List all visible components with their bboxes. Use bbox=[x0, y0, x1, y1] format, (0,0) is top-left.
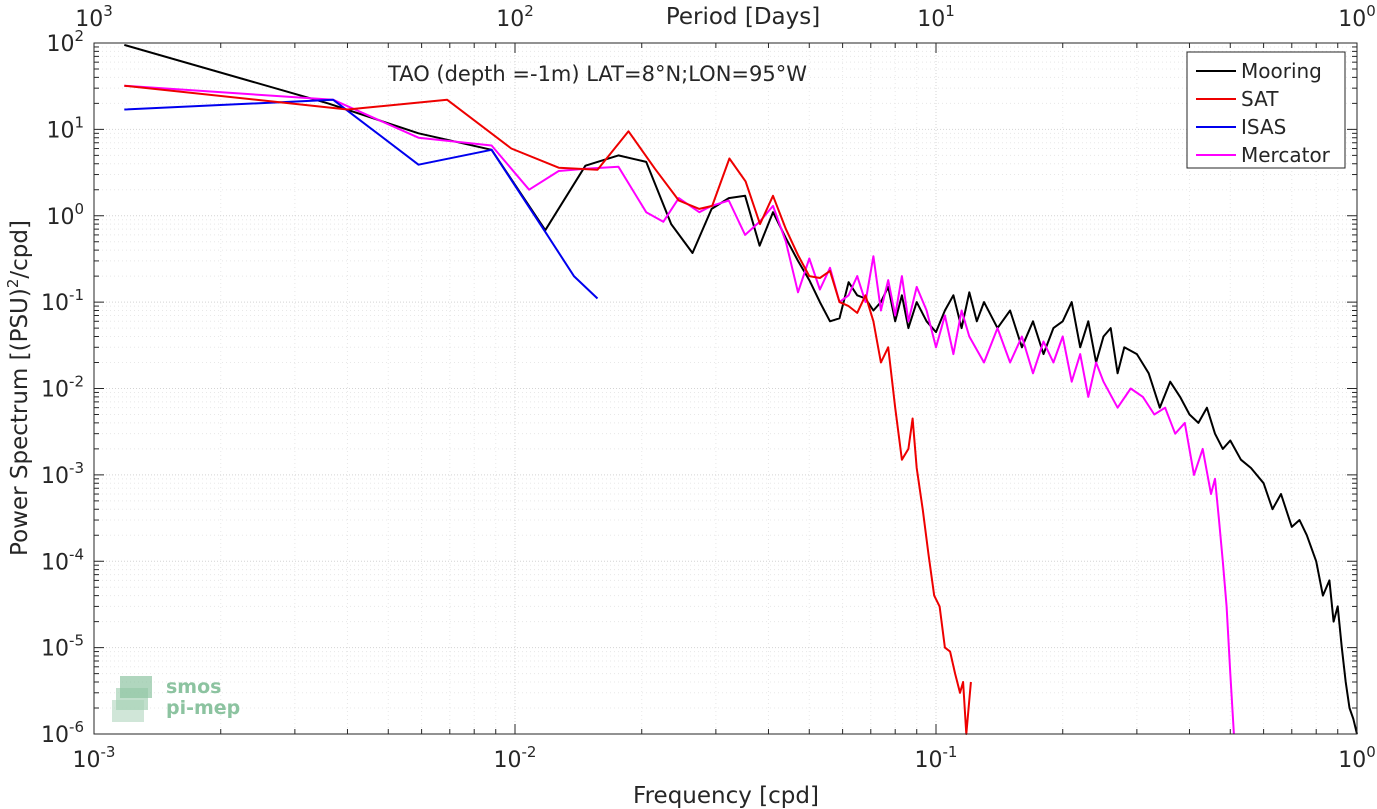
series-line-sat bbox=[124, 84, 972, 735]
x-tick-label: 10-3 bbox=[73, 743, 116, 773]
logo-text-smos: smos bbox=[166, 676, 221, 698]
legend-label-mooring: Mooring bbox=[1241, 59, 1322, 83]
period-tick-labels: 103 102 101 100 bbox=[75, 2, 1376, 32]
logo-text-pi-mep: pi-mep bbox=[166, 697, 240, 719]
x-tick-label: 10-2 bbox=[494, 743, 537, 773]
tick-marks bbox=[93, 42, 1358, 735]
y-tick-labels: 102 101 100 10-1 10-2 10-3 10-4 10-5 10-6 bbox=[41, 27, 84, 748]
y-tick-label: 102 bbox=[46, 27, 84, 57]
chart-annotation: TAO (depth =-1m) LAT=8°N;LON=95°W bbox=[387, 62, 807, 86]
legend-label-isas: ISAS bbox=[1241, 115, 1286, 139]
y-tick-label: 10-3 bbox=[41, 459, 84, 489]
y-tick-label: 10-1 bbox=[41, 286, 84, 316]
legend: Mooring SAT ISAS Mercator bbox=[1186, 51, 1346, 169]
y-tick-label: 10-4 bbox=[41, 545, 84, 575]
x-tick-labels: 10-3 10-2 10-1 100 bbox=[73, 743, 1376, 773]
period-axis-label: Period [Days] bbox=[666, 4, 820, 30]
x-tick-label: 100 bbox=[1338, 743, 1376, 773]
y-tick-label: 101 bbox=[46, 113, 84, 143]
series-line-mooring bbox=[124, 43, 1358, 735]
plot-frame bbox=[93, 42, 1358, 735]
period-tick-label: 101 bbox=[917, 2, 955, 32]
x-tick-label: 10-1 bbox=[915, 743, 958, 773]
x-axis-label: Frequency [cpd] bbox=[633, 783, 819, 809]
series-layer bbox=[124, 43, 1358, 735]
period-tick-label: 102 bbox=[496, 2, 534, 32]
legend-label-sat: SAT bbox=[1241, 87, 1279, 111]
smos-pi-mep-logo: smos pi-mep bbox=[112, 676, 240, 722]
major-gridlines bbox=[94, 43, 1357, 734]
legend-label-mercator: Mercator bbox=[1241, 143, 1331, 167]
period-tick-label: 100 bbox=[1338, 2, 1376, 32]
y-tick-label: 10-5 bbox=[41, 632, 84, 662]
series-line-isas bbox=[124, 98, 599, 300]
y-tick-label: 10-6 bbox=[41, 718, 84, 748]
y-axis-label: Power Spectrum [(PSU)2/cpd] bbox=[4, 220, 33, 556]
series-line-mercator bbox=[124, 84, 1235, 735]
y-tick-label: 10-2 bbox=[41, 373, 84, 403]
y-tick-label: 100 bbox=[46, 200, 84, 230]
minor-gridlines bbox=[94, 43, 1357, 734]
period-tick-label: 103 bbox=[75, 2, 113, 32]
